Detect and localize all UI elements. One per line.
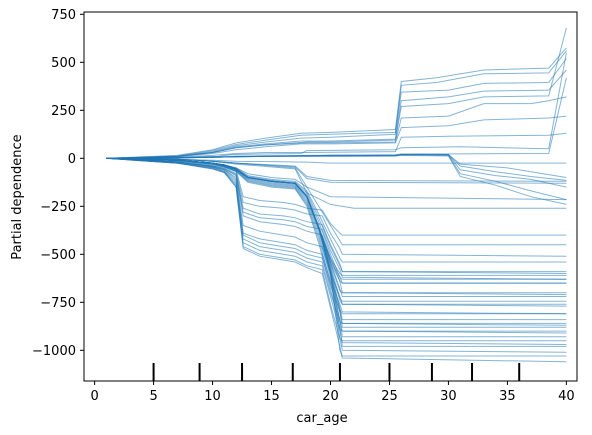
decile-rug [152,363,521,381]
ice-line-3 [106,58,567,159]
ice-line-4 [106,50,567,159]
x-tick-label-5: 25 [381,389,398,404]
ice-line-26 [106,157,567,363]
y-tick-label-7: 750 [51,8,76,23]
y-tick-label-2: −500 [40,248,76,263]
ice-line-30 [106,157,567,257]
x-tick-label-1: 5 [149,389,157,404]
y-tick-label-5: 250 [51,104,76,119]
x-tick-label-2: 10 [204,389,221,404]
ice-line-7 [106,132,567,159]
y-tick-label-4: 0 [68,152,76,167]
y-axis-label: Partial dependence [10,134,25,259]
ice-line-19 [106,157,567,209]
ice-line-29 [106,157,567,274]
ice-line-5 [106,47,567,159]
x-tick-label-0: 0 [90,389,98,404]
y-tick-label-0: −1000 [32,344,76,359]
ice-line-14 [106,154,567,205]
y-tick-label-6: 500 [51,56,76,71]
y-tick-label-3: −250 [40,200,76,215]
x-tick-label-6: 30 [440,389,457,404]
axes: 0 5 10 15 20 25 30 35 40 −1000 −750 −500 −250 0 250 500… [32,8,578,404]
x-tick-label-7: 35 [499,389,516,404]
ice-line-6 [106,115,567,159]
x-tick-label-4: 20 [322,389,339,404]
x-tick-label-3: 15 [263,389,280,404]
ice-line-51 [106,157,567,357]
x-tick-label-8: 40 [558,389,575,404]
ice-lines [106,27,567,363]
x-axis-label: car_age [296,411,347,426]
ice-line-9 [106,27,567,159]
y-tick-label-1: −750 [40,296,76,311]
